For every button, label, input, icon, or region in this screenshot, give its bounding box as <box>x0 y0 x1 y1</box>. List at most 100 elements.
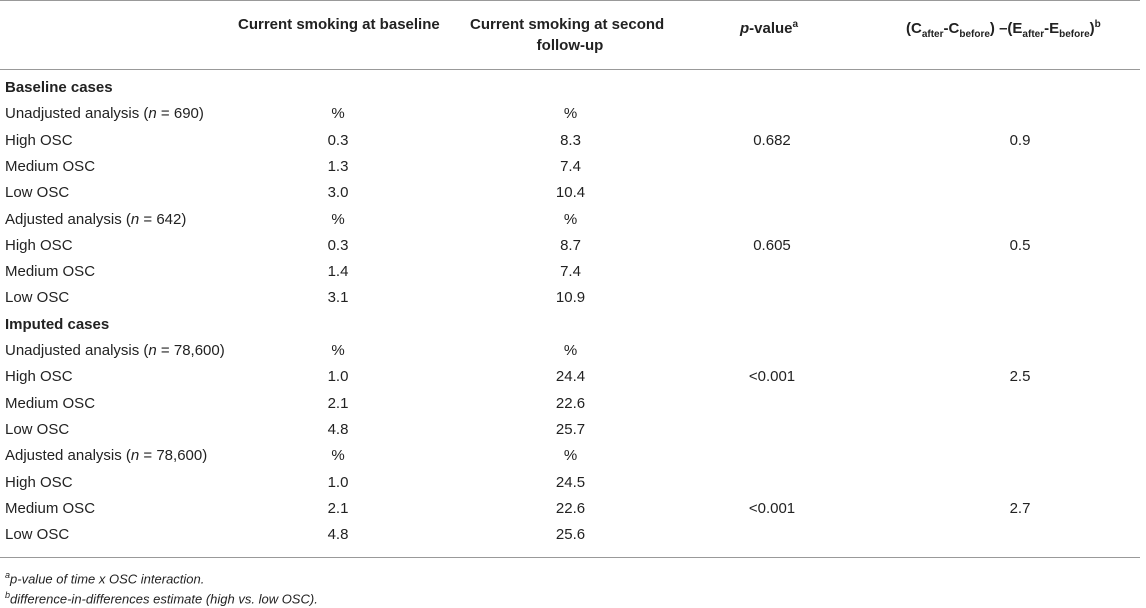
table-row: Low OSC 4.8 25.7 <box>0 417 1140 443</box>
cell-followup: 24.5 <box>555 473 586 491</box>
cell-p-value: 0.605 <box>753 236 791 254</box>
table-row: Unadjusted analysis (n = 690)%% <box>0 101 1140 127</box>
cell-followup: % <box>563 342 578 359</box>
cell-baseline: 4.8 <box>327 420 349 438</box>
header-current-smoking-followup: Current smoking at second follow-up <box>470 14 680 56</box>
cell-p-value: 0.682 <box>753 131 791 149</box>
row-label-text: Unadjusted analysis ( <box>5 105 149 123</box>
cell-diff-in-diff: 2.5 <box>1009 368 1031 386</box>
table-row: High OSC 1.0 24.5 <box>0 470 1140 496</box>
footnote-b-mark: b <box>5 590 11 600</box>
header-dd-part: (C <box>906 20 922 37</box>
header-col2-line2: follow-up <box>536 37 604 54</box>
table-row: Medium OSC 2.1 22.6 <0.001 2.7 <box>0 496 1140 522</box>
header-dd-footnote-mark: b <box>1094 19 1101 30</box>
header-p-italic: p <box>740 20 750 37</box>
header-dd-sub: before <box>959 29 990 40</box>
section-label: Imputed cases <box>5 315 110 333</box>
header-p-footnote-mark: a <box>792 19 799 30</box>
header-p-rest: -value <box>749 20 793 37</box>
footnote-a-text: p-value of time x OSC interaction. <box>10 571 205 587</box>
cell-baseline: 1.0 <box>327 368 349 386</box>
table-row: Adjusted analysis (n = 642)%% <box>0 207 1140 233</box>
footnote-a: ap-value of time x OSC interaction. <box>5 566 204 588</box>
row-label: High OSC <box>5 368 73 386</box>
cell-followup: 22.6 <box>555 394 586 412</box>
header-dd-part: -C <box>943 20 960 37</box>
header-col2-line1: Current smoking at second <box>470 16 665 33</box>
cell-baseline: 3.1 <box>327 289 349 307</box>
header-col1-text: Current smoking at baseline <box>238 16 440 33</box>
header-dd-sub: after <box>1022 29 1045 40</box>
cell-baseline: 2.1 <box>327 394 349 412</box>
row-label-n: n <box>130 447 140 465</box>
table-top-rule <box>0 0 1140 1</box>
row-label: Low OSC <box>5 526 70 544</box>
footnote-a-mark: a <box>5 570 11 580</box>
table-row: Medium OSC 1.3 7.4 <box>0 154 1140 180</box>
cell-baseline: 1.0 <box>327 473 349 491</box>
cell-baseline: 1.3 <box>327 157 349 175</box>
table-bottom-rule <box>0 557 1140 558</box>
cell-baseline: 4.8 <box>327 526 349 544</box>
row-label: High OSC <box>5 236 73 254</box>
cell-baseline: 2.1 <box>327 499 349 517</box>
row-label-text: Unadjusted analysis ( <box>5 342 149 359</box>
row-label: Unadjusted analysis (n = 690) <box>5 101 204 127</box>
header-bottom-rule <box>0 69 1140 70</box>
row-label: Low OSC <box>5 184 70 202</box>
cell-diff-in-diff: 2.7 <box>1009 499 1031 517</box>
cell-baseline: % <box>331 342 345 359</box>
cell-followup: 10.4 <box>555 184 586 202</box>
row-label: Medium OSC <box>5 263 96 281</box>
section-header-row: Baseline cases <box>0 75 1140 101</box>
row-label-text: Adjusted analysis ( <box>5 447 131 465</box>
table-row: High OSC 1.0 24.4 <0.001 2.5 <box>0 364 1140 390</box>
table-row: Adjusted analysis (n = 78,600)%% <box>0 443 1140 469</box>
cell-baseline: 0.3 <box>327 131 349 149</box>
table-row: Unadjusted analysis (n = 78,600)%% <box>0 338 1140 364</box>
cell-baseline: 3.0 <box>327 184 349 202</box>
cell-followup: 10.9 <box>555 289 586 307</box>
table-row: Medium OSC 1.4 7.4 <box>0 259 1140 285</box>
cell-followup: 7.4 <box>560 157 581 175</box>
row-label: Low OSC <box>5 289 70 307</box>
row-label-count: = 642) <box>139 210 187 228</box>
header-dd-sub: after <box>921 29 944 40</box>
table-row: Low OSC 3.0 10.4 <box>0 180 1140 206</box>
cell-followup: 25.7 <box>555 420 586 438</box>
row-label-text: Adjusted analysis ( <box>5 210 131 228</box>
cell-followup: % <box>563 447 578 465</box>
header-diff-in-diff: (Cafter-Cbefore) –(Eafter-Ebefore)b <box>906 14 1101 45</box>
row-label: Adjusted analysis (n = 642) <box>5 207 186 233</box>
footnote-b: bdifference-in-differences estimate (hig… <box>5 586 318 608</box>
cell-followup: % <box>563 105 578 123</box>
table-row: High OSC 0.3 8.7 0.605 0.5 <box>0 233 1140 259</box>
row-label: Medium OSC <box>5 499 96 517</box>
table-row: Low OSC 3.1 10.9 <box>0 285 1140 311</box>
row-label: High OSC <box>5 473 73 491</box>
section-header-row: Imputed cases <box>0 312 1140 338</box>
row-label-n: n <box>130 210 140 228</box>
section-label: Baseline cases <box>5 79 113 96</box>
cell-followup: 8.7 <box>560 236 581 254</box>
cell-p-value: <0.001 <box>748 499 796 517</box>
row-label-n: n <box>148 342 157 359</box>
header-dd-sub: before <box>1059 29 1090 40</box>
cell-followup: 8.3 <box>560 131 581 149</box>
table-row: Low OSC 4.8 25.6 <box>0 522 1140 548</box>
cell-baseline: 1.4 <box>327 263 349 281</box>
header-dd-part: ) –(E <box>989 20 1023 37</box>
row-label-count: = 78,600) <box>156 342 225 359</box>
cell-baseline: % <box>331 210 345 228</box>
header-p-value: p-valuea <box>740 14 798 39</box>
cell-diff-in-diff: 0.9 <box>1009 131 1031 149</box>
row-label: High OSC <box>5 131 73 149</box>
cell-baseline: % <box>331 105 345 123</box>
header-current-smoking-baseline: Current smoking at baseline <box>238 14 440 35</box>
cell-diff-in-diff: 0.5 <box>1009 236 1031 254</box>
footnote-b-text: difference-in-differences estimate (high… <box>10 591 318 607</box>
row-label: Medium OSC <box>5 394 96 412</box>
table-row: Medium OSC 2.1 22.6 <box>0 391 1140 417</box>
header-dd-part: ) <box>1089 20 1095 37</box>
